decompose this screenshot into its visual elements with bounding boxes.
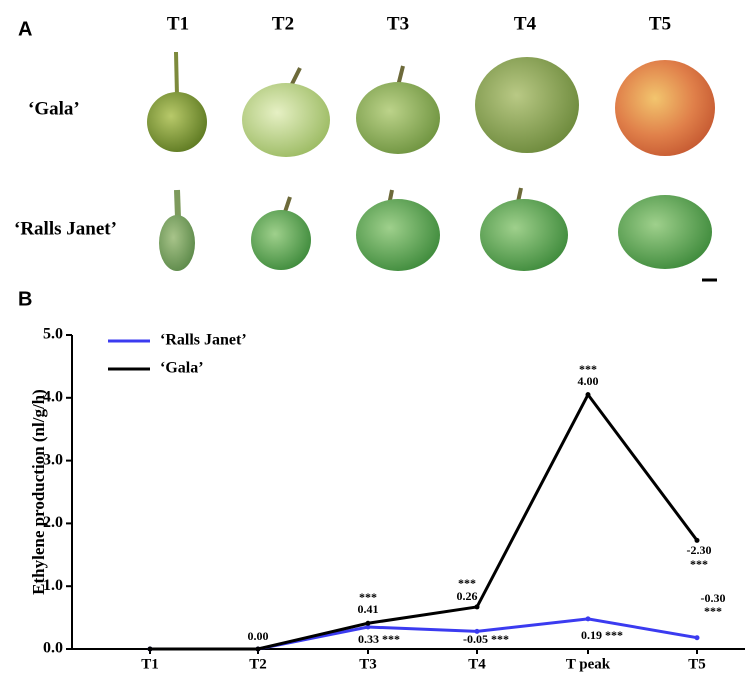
annotation: -2.30 xyxy=(687,543,712,557)
x-tick-label: T peak xyxy=(566,656,611,672)
photos xyxy=(147,52,717,280)
annotation: 0.33 *** xyxy=(358,632,400,646)
point xyxy=(586,616,591,621)
point xyxy=(256,647,261,652)
column-label: T3 xyxy=(387,13,409,34)
x-tick-label: T3 xyxy=(359,656,377,672)
x-tick-label: T4 xyxy=(468,656,486,672)
annotation: 0.26 xyxy=(457,589,478,603)
y-tick-label: 1.0 xyxy=(43,577,63,594)
point xyxy=(366,621,371,626)
point xyxy=(475,604,480,609)
column-label: T5 xyxy=(649,13,671,34)
annotation: -0.05 *** xyxy=(463,632,509,646)
column-label: T2 xyxy=(272,13,294,34)
panel-label: B xyxy=(18,288,32,310)
annotation: 0.19 *** xyxy=(581,628,623,642)
annotation: 0.41 xyxy=(358,602,379,616)
annotation: 0.00 xyxy=(248,629,269,643)
y-tick-label: 2.0 xyxy=(43,514,63,531)
y-tick-label: 0.0 xyxy=(43,640,63,657)
point xyxy=(148,647,153,652)
annotation: *** xyxy=(690,557,708,571)
y-tick-label: 5.0 xyxy=(43,326,63,343)
y-axis-label: Ethylene production (nl/g/h) xyxy=(29,389,48,595)
point xyxy=(586,392,591,397)
x-tick-label: T2 xyxy=(249,656,267,672)
column-label: T4 xyxy=(514,13,537,34)
point xyxy=(695,635,700,640)
legend-label: ‘Ralls Janet’ xyxy=(160,332,247,349)
series-line xyxy=(150,395,697,649)
annotation: 4.00 xyxy=(578,374,599,388)
annotation: *** xyxy=(458,576,476,590)
x-tick-label: T5 xyxy=(688,656,706,672)
column-label: T1 xyxy=(167,13,189,34)
annotation: *** xyxy=(704,604,722,618)
y-tick-label: 4.0 xyxy=(43,388,63,405)
y-tick-label: 3.0 xyxy=(43,451,63,468)
annotation: -0.30 xyxy=(701,591,726,605)
x-tick-label: T1 xyxy=(141,656,159,672)
row-label: ‘Ralls Janet’ xyxy=(14,218,117,239)
figure: A T1 T2 T3 T4 T5 ‘Gala’ ‘Ralls Janet’ B … xyxy=(0,0,747,674)
panel-label: A xyxy=(18,18,32,40)
row-label: ‘Gala’ xyxy=(28,98,80,119)
legend-label: ‘Gala’ xyxy=(160,360,204,377)
